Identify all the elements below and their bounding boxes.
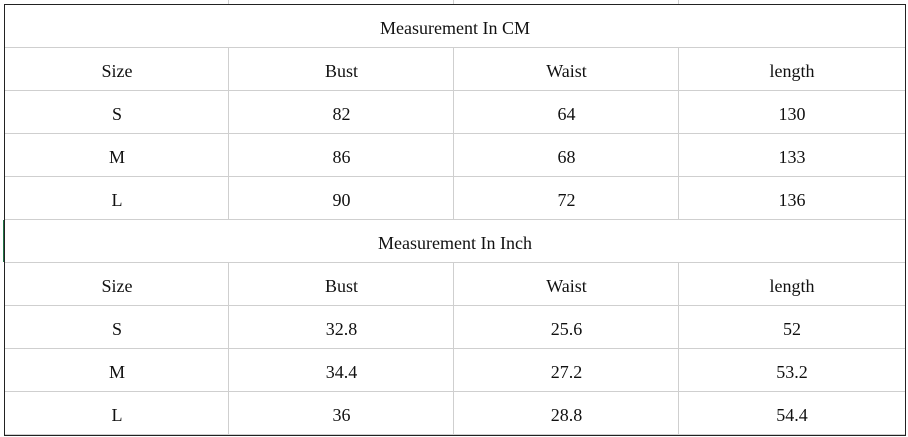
table-cell: M — [108, 146, 125, 167]
table-cell: L — [111, 404, 123, 425]
column-header: Bust — [324, 275, 358, 296]
grid-line — [228, 134, 229, 177]
table-cell: L — [111, 189, 123, 210]
grid-line — [678, 306, 679, 349]
grid-line — [228, 0, 229, 4]
grid-line — [453, 306, 454, 349]
grid-line — [453, 48, 454, 91]
grid-line — [228, 263, 229, 306]
grid-line — [228, 392, 229, 435]
grid-line — [678, 392, 679, 435]
grid-line — [453, 392, 454, 435]
table-cell: 72 — [557, 189, 576, 210]
table-cell: 25.6 — [550, 318, 583, 339]
grid-line — [5, 348, 905, 349]
grid-line — [5, 262, 905, 263]
grid-line — [5, 47, 905, 48]
grid-line — [453, 177, 454, 220]
size-table — [4, 4, 906, 436]
table-cell: S — [111, 318, 122, 339]
column-header: Size — [101, 275, 133, 296]
table-cell: 34.4 — [325, 361, 358, 382]
grid-line — [453, 263, 454, 306]
grid-line — [678, 48, 679, 91]
table-cell: 28.8 — [550, 404, 583, 425]
column-header: Waist — [546, 275, 587, 296]
column-header: Size — [101, 60, 133, 81]
grid-line — [453, 349, 454, 392]
grid-line — [5, 176, 905, 177]
grid-line — [678, 91, 679, 134]
table-cell: 86 — [332, 146, 351, 167]
grid-line — [5, 90, 905, 91]
table-cell: S — [111, 103, 122, 124]
table-cell: 130 — [778, 103, 806, 124]
grid-line — [453, 91, 454, 134]
grid-line — [228, 349, 229, 392]
table-cell: 32.8 — [325, 318, 358, 339]
column-header: length — [769, 60, 815, 81]
table-cell: 68 — [557, 146, 576, 167]
grid-line — [228, 48, 229, 91]
table-cell: M — [108, 361, 125, 382]
column-header: length — [769, 275, 815, 296]
grid-line — [5, 434, 905, 435]
grid-line — [228, 177, 229, 220]
table-cell: 54.4 — [776, 404, 808, 425]
table-cell: 27.2 — [550, 361, 583, 382]
grid-line — [5, 391, 905, 392]
column-header: Bust — [324, 60, 358, 81]
section-title: Measurement In CM — [380, 17, 530, 38]
grid-line — [453, 0, 454, 4]
grid-line — [678, 263, 679, 306]
table-cell: 52 — [783, 318, 801, 339]
table-cell: 36 — [332, 404, 351, 425]
grid-line — [678, 177, 679, 220]
grid-line — [678, 134, 679, 177]
section-title: Measurement In Inch — [378, 232, 532, 253]
grid-line — [228, 306, 229, 349]
column-header: Waist — [546, 60, 587, 81]
table-cell: 136 — [778, 189, 806, 210]
table-cell: 90 — [332, 189, 351, 210]
grid-line — [678, 349, 679, 392]
grid-line — [678, 0, 679, 4]
grid-line — [453, 134, 454, 177]
table-cell: 53.2 — [776, 361, 808, 382]
grid-line — [228, 91, 229, 134]
table-cell: 64 — [557, 103, 576, 124]
grid-line — [5, 305, 905, 306]
table-cell: 82 — [332, 103, 351, 124]
grid-line — [5, 219, 905, 220]
table-cell: 133 — [778, 146, 806, 167]
grid-line — [5, 133, 905, 134]
